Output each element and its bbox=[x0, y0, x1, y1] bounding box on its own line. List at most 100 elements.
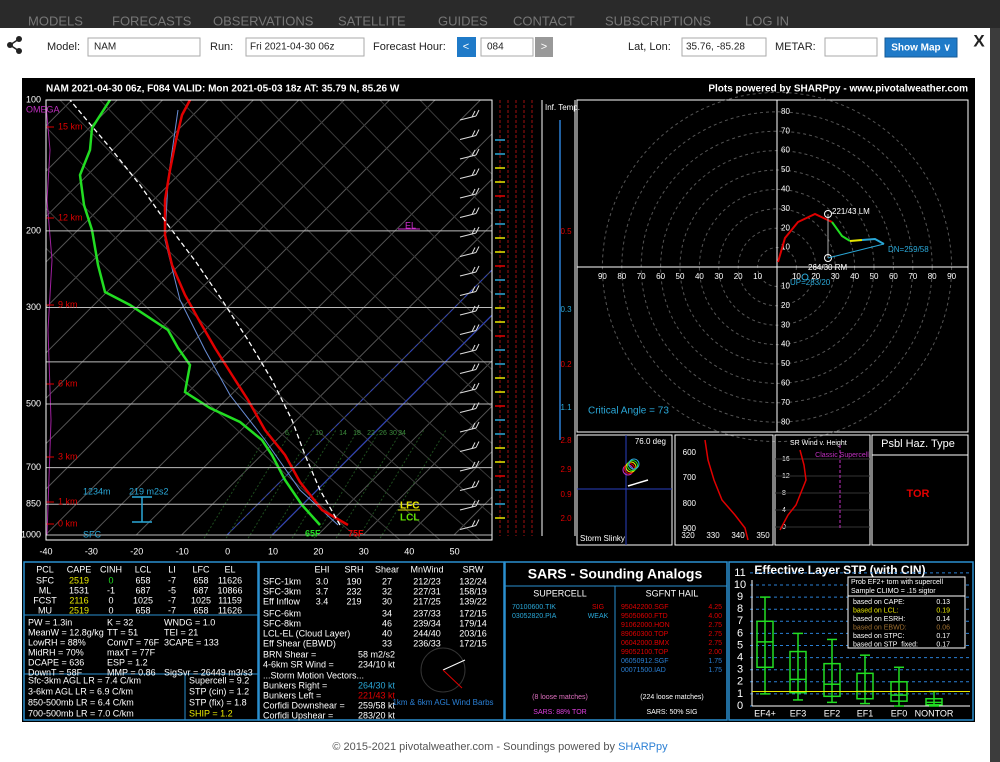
inf-temp-value: 2.0 bbox=[560, 514, 572, 523]
skewt-grid bbox=[46, 100, 345, 399]
wind-barb bbox=[475, 324, 480, 331]
parcel-cell: 1025 bbox=[133, 595, 153, 605]
ring-label: 50 bbox=[781, 165, 790, 174]
wind-barb bbox=[471, 227, 476, 235]
kin-cell: SFC-1km bbox=[263, 576, 301, 586]
nav-link[interactable]: SATELLITE bbox=[338, 13, 406, 28]
nav-link[interactable]: LOG IN bbox=[745, 13, 789, 28]
parcel-cell: 11626 bbox=[218, 605, 242, 615]
wind-barb bbox=[475, 207, 480, 214]
prev-label[interactable]: < bbox=[463, 41, 469, 53]
sars-subtitle: SUPERCELL bbox=[533, 588, 587, 598]
footer-link[interactable]: SHARPpy bbox=[618, 741, 668, 753]
composite: STP (fix) = 1.8 bbox=[189, 697, 247, 707]
wind-barb bbox=[459, 115, 477, 121]
sars-size: 2.75 bbox=[708, 622, 722, 629]
nav-link[interactable]: GUIDES bbox=[438, 13, 488, 28]
wind-barb bbox=[475, 109, 480, 117]
wind-barb bbox=[459, 427, 477, 433]
temp-tick: 30 bbox=[359, 546, 369, 556]
omega-label: OMEGA bbox=[26, 104, 60, 114]
legend-value: 0.17 bbox=[936, 641, 950, 648]
stp-box bbox=[856, 672, 874, 700]
nav-link[interactable]: FORECASTS bbox=[112, 13, 192, 28]
dry-adiabat bbox=[219, 100, 492, 371]
wind-barb bbox=[459, 388, 477, 394]
index: MidRH = 70% bbox=[28, 647, 84, 657]
prev-button[interactable] bbox=[457, 37, 476, 57]
wind-barb bbox=[471, 481, 476, 488]
next-button[interactable] bbox=[535, 37, 553, 57]
left-mover: 221/43 LM bbox=[832, 207, 870, 216]
wind-barb bbox=[459, 349, 477, 355]
wind-barb bbox=[459, 486, 477, 491]
wind-barb bbox=[471, 188, 476, 196]
nav-link[interactable]: OBSERVATIONS bbox=[213, 13, 314, 28]
kin-cell: 3.0 bbox=[316, 576, 329, 586]
run-select[interactable] bbox=[245, 37, 365, 57]
wind-barb bbox=[475, 382, 480, 390]
sars-size: 2.75 bbox=[708, 631, 722, 638]
motion-label: Bunkers Left = bbox=[263, 690, 321, 700]
ring-label: 90 bbox=[947, 272, 956, 281]
dry-adiabat bbox=[179, 100, 492, 408]
hour-select[interactable] bbox=[480, 37, 534, 57]
kin-cell: 40 bbox=[382, 628, 392, 638]
pressure-tick: 200 bbox=[26, 225, 41, 235]
dry-adiabat bbox=[46, 207, 401, 540]
mixing-ratio: 26 bbox=[379, 430, 387, 437]
site-nav: MODELS FORECASTS OBSERVATIONS SATELLITE GUID… bbox=[28, 13, 789, 28]
height-label: 9 km bbox=[58, 299, 78, 309]
wind-barb bbox=[475, 129, 480, 136]
nav-link[interactable]: MODELS bbox=[28, 13, 83, 28]
parcel-cell: SFC bbox=[36, 575, 55, 585]
parcel-cell: -7 bbox=[168, 605, 176, 615]
motion-value: 221/43 kt bbox=[358, 690, 396, 700]
wind-barb bbox=[459, 408, 477, 413]
height-label: 1 km bbox=[58, 496, 78, 506]
temp-tick: 50 bbox=[450, 546, 460, 556]
next-label[interactable]: > bbox=[541, 41, 547, 53]
wind-barb bbox=[475, 304, 480, 312]
ring-label: 40 bbox=[781, 185, 790, 194]
sounding-title: NAM 2021-04-30 06z, F084 VALID: Mon 2021… bbox=[46, 84, 400, 95]
lapse-rate: 700-500mb LR = 7.0 C/km bbox=[28, 708, 134, 718]
wind-barb bbox=[459, 369, 477, 374]
stp-category: EF2 bbox=[824, 708, 841, 718]
model-select[interactable] bbox=[87, 37, 201, 57]
ring-label: 30 bbox=[781, 204, 790, 213]
nav-link[interactable]: SUBSCRIPTIONS bbox=[605, 13, 712, 28]
stp-ytick: 10 bbox=[734, 579, 746, 591]
show-map-button[interactable] bbox=[884, 37, 958, 58]
parcel-cell: ML bbox=[39, 585, 52, 595]
show-map-label[interactable]: Show Map ∨ bbox=[891, 43, 951, 54]
share-icon[interactable] bbox=[7, 36, 22, 54]
skewt-grid bbox=[362, 405, 492, 536]
storm-marker bbox=[824, 210, 832, 218]
inf-temp-title: Inf. Temp. bbox=[545, 103, 580, 112]
metar-input[interactable] bbox=[824, 37, 878, 57]
stp-ytick: 11 bbox=[734, 567, 745, 579]
inf-temp-value: 0.9 bbox=[560, 490, 572, 499]
sars-size: 2.75 bbox=[708, 640, 722, 647]
inset-frame bbox=[576, 434, 673, 546]
skewt-grid bbox=[46, 100, 209, 263]
height-label: 12 km bbox=[58, 212, 83, 222]
pressure-tick: 850 bbox=[26, 499, 41, 509]
legend-value: 0.06 bbox=[936, 624, 950, 631]
latlon-value: 35.76, -85.28 bbox=[686, 42, 745, 53]
sars-size: 1.75 bbox=[708, 658, 722, 665]
stp-box bbox=[823, 662, 841, 698]
nav-link[interactable]: CONTACT bbox=[513, 13, 575, 28]
skewt-grid bbox=[202, 429, 271, 540]
wind-barb bbox=[471, 442, 476, 449]
latlon-input[interactable] bbox=[681, 37, 767, 57]
kin-cell: SFC-6km bbox=[263, 608, 301, 618]
parcel-cell: 0 bbox=[108, 595, 113, 605]
close-button[interactable]: X bbox=[973, 31, 985, 50]
ring-label: 30 bbox=[781, 320, 790, 329]
temperature-trace bbox=[163, 100, 349, 527]
wind-barb bbox=[459, 174, 477, 179]
temp-tick: 20 bbox=[313, 546, 323, 556]
